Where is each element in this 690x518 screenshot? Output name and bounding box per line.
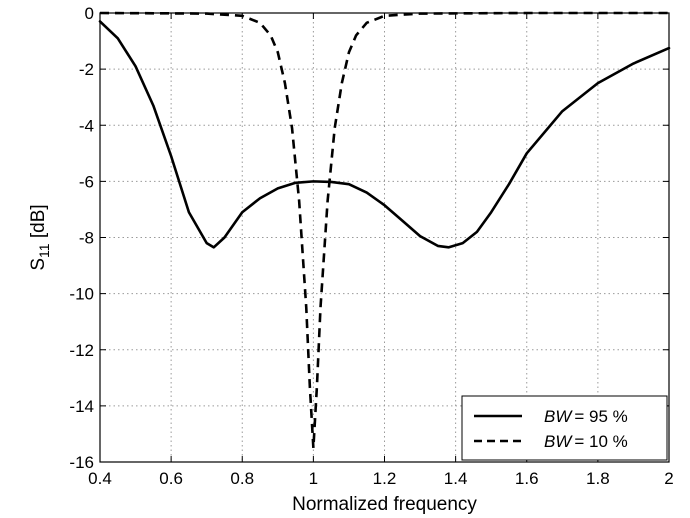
legend-label-bw95: BW = 95 %: [544, 407, 628, 426]
x-tick-label: 0.8: [230, 469, 254, 488]
axis-ticks: 0.4 0.6 0.8 1 1.2 1.4 1.6 1.8 2 0 -2 -4 -6 -8 -10 -12 -1…: [69, 4, 673, 488]
legend: BW = 95 % BW = 10 %: [461, 395, 668, 461]
y-axis-title-unit: [dB]: [28, 204, 49, 243]
x-tick-label: 1.2: [373, 469, 397, 488]
legend-label-bw10-value: = 10 %: [574, 432, 627, 451]
y-tick-label: -6: [79, 172, 94, 191]
x-tick-label: 0.4: [88, 469, 112, 488]
y-tick-label: -10: [69, 285, 94, 304]
legend-label-bw10: BW = 10 %: [544, 432, 628, 451]
y-tick-label: -16: [69, 453, 94, 472]
grid: [100, 13, 669, 462]
x-axis-title: Normalized frequency: [292, 494, 477, 515]
y-axis-title-subscript: 11: [36, 243, 52, 258]
y-axis-title-base: S: [28, 258, 49, 271]
y-tick-label: 0: [85, 4, 94, 23]
legend-label-bw95-var: BW: [544, 407, 573, 426]
x-tick-label: 2: [664, 469, 673, 488]
series-line-bw95: [98, 20, 671, 249]
x-tick-label: 1.4: [444, 469, 468, 488]
y-tick-label: -12: [69, 341, 94, 360]
y-tick-label: -14: [69, 397, 94, 416]
y-axis-title: S11 [dB]: [28, 204, 52, 270]
y-tick-label: -4: [79, 116, 94, 135]
y-tick-label: -8: [79, 229, 94, 248]
x-tick-label: 1.8: [586, 469, 610, 488]
x-tick-label: 1.6: [515, 469, 539, 488]
series-lines: [98, 11, 671, 450]
x-tick-label: 0.6: [159, 469, 183, 488]
legend-label-bw10-var: BW: [544, 432, 573, 451]
y-tick-label: -2: [79, 60, 94, 79]
legend-box: [461, 395, 668, 461]
x-tick-label: 1: [309, 469, 318, 488]
legend-label-bw95-value: = 95 %: [574, 407, 627, 426]
